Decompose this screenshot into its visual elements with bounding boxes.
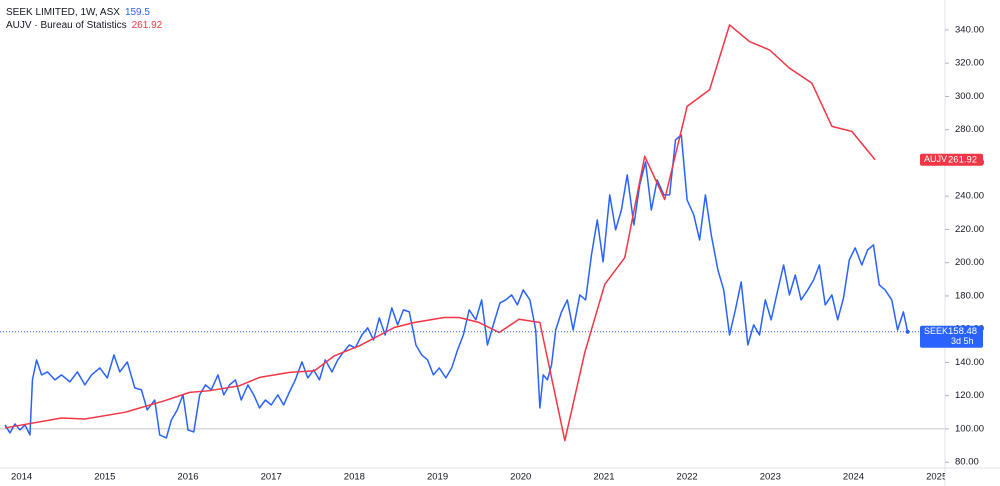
y-tick-label: 200.00	[955, 257, 984, 268]
time-axis: 2014 2015 2016 2017 2018 2019 2020 2021 2022 2023…	[11, 472, 947, 483]
series-line	[4, 134, 909, 439]
x-tick-label: 2017	[261, 472, 282, 483]
x-tick-label: 2016	[177, 472, 198, 483]
price-label-name: SEEK	[924, 326, 948, 336]
x-tick-label: 2025	[926, 472, 947, 483]
y-tick-label: 80.00	[955, 457, 979, 468]
line-layer	[0, 24, 945, 442]
legend-name: AUJV · Bureau of Statistics	[6, 20, 127, 31]
countdown: 3d 5h	[951, 336, 974, 346]
x-tick-label: 2023	[760, 472, 781, 483]
y-tick-label: 140.00	[955, 357, 984, 368]
last-point	[905, 329, 910, 334]
price-label-value: 158.48	[948, 326, 977, 337]
legend-value: 261.92	[132, 20, 163, 31]
x-tick-label: 2024	[843, 472, 864, 483]
series-line	[4, 24, 876, 442]
legend-name: SEEK LIMITED, 1W, ASX	[6, 7, 120, 18]
legend-entry: AUJV · Bureau of Statistics 261.92	[6, 20, 163, 31]
legend-entry: SEEK LIMITED, 1W, ASX 159.5	[6, 7, 150, 18]
x-tick-label: 2014	[11, 472, 32, 483]
y-tick-label: 240.00	[955, 191, 984, 202]
y-tick-label: 220.00	[955, 224, 984, 235]
price-label-name: AUJV	[924, 154, 947, 164]
legend-value: 159.5	[125, 7, 150, 18]
y-tick-label: 180.00	[955, 290, 984, 301]
x-tick-label: 2019	[427, 472, 448, 483]
y-tick-label: 100.00	[955, 423, 984, 434]
y-tick-label: 280.00	[955, 124, 984, 135]
x-tick-label: 2021	[593, 472, 614, 483]
x-tick-label: 2018	[344, 472, 365, 483]
price-label-value: 261.92	[948, 154, 977, 165]
y-tick-label: 320.00	[955, 58, 984, 69]
price-label-box	[920, 153, 983, 166]
y-tick-label: 340.00	[955, 24, 984, 35]
y-tick-label: 300.00	[955, 91, 984, 102]
legend: SEEK LIMITED, 1W, ASX 159.5 AUJV · Bureau…	[6, 7, 163, 31]
x-tick-label: 2020	[510, 472, 531, 483]
price-label-box	[920, 325, 983, 348]
x-tick-label: 2022	[677, 472, 698, 483]
y-tick-label: 120.00	[955, 390, 984, 401]
x-tick-label: 2015	[94, 472, 115, 483]
